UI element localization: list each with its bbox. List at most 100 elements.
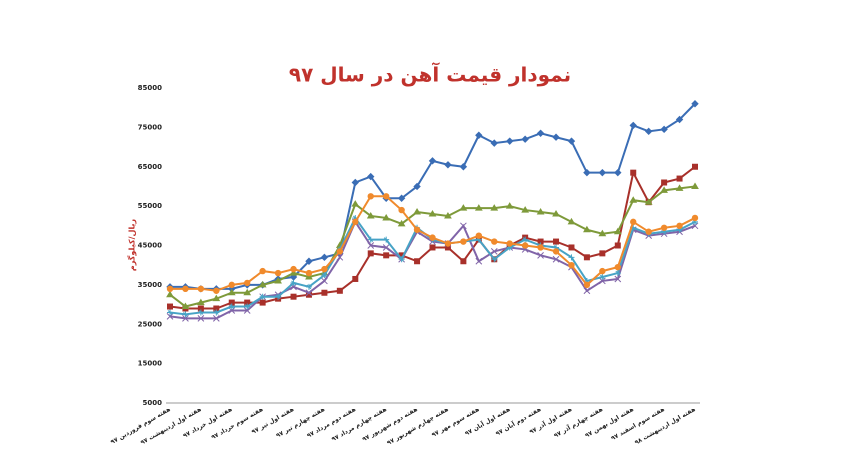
point bbox=[552, 133, 560, 141]
point bbox=[367, 242, 375, 249]
point bbox=[398, 206, 405, 214]
point bbox=[351, 178, 360, 187]
point bbox=[661, 179, 668, 186]
point bbox=[459, 204, 468, 211]
point bbox=[290, 279, 297, 286]
point bbox=[166, 285, 174, 293]
point bbox=[182, 285, 189, 293]
y-axis-label: ریال/کیلوگرم bbox=[127, 219, 137, 272]
point bbox=[630, 218, 637, 226]
point bbox=[413, 182, 421, 191]
y-tick-label: 65000 bbox=[138, 163, 162, 171]
y-tick-label: 15000 bbox=[138, 360, 162, 368]
point bbox=[660, 224, 668, 231]
point bbox=[644, 127, 653, 136]
point bbox=[660, 125, 668, 134]
point bbox=[382, 213, 391, 221]
point bbox=[305, 269, 313, 277]
point bbox=[490, 139, 498, 147]
point bbox=[490, 248, 498, 255]
point bbox=[567, 217, 576, 225]
x-tick-label: هفته سوم خرداد ۹۷ bbox=[210, 406, 264, 441]
point bbox=[568, 244, 575, 251]
point bbox=[259, 267, 266, 275]
point bbox=[553, 238, 560, 245]
point bbox=[536, 129, 545, 137]
point bbox=[197, 314, 205, 322]
point bbox=[367, 193, 374, 200]
point bbox=[521, 135, 529, 143]
point bbox=[259, 299, 266, 306]
point bbox=[552, 210, 560, 217]
chart-title: نمودار قیمت آهن در سال ۹۷ bbox=[289, 62, 571, 87]
y-tick-label: 55000 bbox=[138, 202, 162, 210]
point bbox=[505, 202, 514, 209]
point bbox=[367, 236, 374, 243]
point bbox=[321, 277, 328, 285]
point bbox=[583, 168, 591, 177]
point bbox=[290, 293, 297, 300]
point bbox=[398, 256, 405, 263]
point bbox=[367, 250, 374, 257]
point bbox=[366, 211, 375, 219]
y-tick-label: 75000 bbox=[138, 123, 162, 131]
point bbox=[321, 265, 328, 273]
point bbox=[629, 196, 638, 203]
point bbox=[460, 258, 467, 265]
point bbox=[275, 293, 282, 300]
point bbox=[182, 311, 189, 318]
point bbox=[598, 168, 607, 177]
point bbox=[583, 254, 590, 261]
point bbox=[598, 229, 607, 237]
point bbox=[305, 257, 313, 265]
point bbox=[213, 287, 220, 294]
point bbox=[336, 287, 343, 294]
point bbox=[692, 163, 698, 170]
point bbox=[675, 184, 684, 191]
point bbox=[352, 275, 359, 282]
point bbox=[227, 288, 236, 296]
point bbox=[537, 251, 544, 259]
x-tick-label: هفته چهارم مرداد ۹۷ bbox=[331, 406, 388, 443]
point bbox=[599, 250, 606, 257]
point bbox=[475, 131, 483, 139]
point bbox=[568, 254, 575, 261]
point bbox=[599, 274, 606, 280]
point bbox=[228, 303, 235, 310]
point bbox=[197, 309, 204, 316]
point bbox=[614, 263, 621, 271]
point bbox=[505, 137, 514, 145]
point bbox=[460, 238, 467, 245]
point bbox=[244, 279, 251, 287]
point bbox=[351, 200, 360, 207]
point bbox=[522, 236, 529, 243]
point bbox=[197, 285, 205, 293]
point bbox=[583, 287, 591, 295]
point bbox=[166, 290, 174, 298]
point bbox=[506, 240, 513, 247]
point bbox=[413, 226, 421, 233]
point bbox=[274, 269, 282, 277]
point bbox=[382, 193, 390, 200]
point bbox=[613, 227, 622, 235]
point bbox=[691, 182, 699, 189]
point bbox=[552, 248, 560, 255]
point bbox=[614, 275, 622, 283]
point bbox=[536, 208, 545, 215]
point bbox=[167, 303, 173, 310]
point bbox=[259, 293, 266, 300]
point bbox=[644, 198, 653, 205]
y-tick-label: 25000 bbox=[138, 320, 162, 328]
point bbox=[475, 232, 483, 239]
point bbox=[474, 204, 483, 211]
point bbox=[675, 115, 684, 124]
point bbox=[691, 214, 699, 222]
point bbox=[305, 289, 313, 297]
point bbox=[537, 244, 544, 251]
point bbox=[289, 269, 298, 276]
point bbox=[258, 280, 267, 288]
point bbox=[397, 194, 406, 202]
point bbox=[614, 242, 621, 249]
point bbox=[444, 161, 452, 169]
